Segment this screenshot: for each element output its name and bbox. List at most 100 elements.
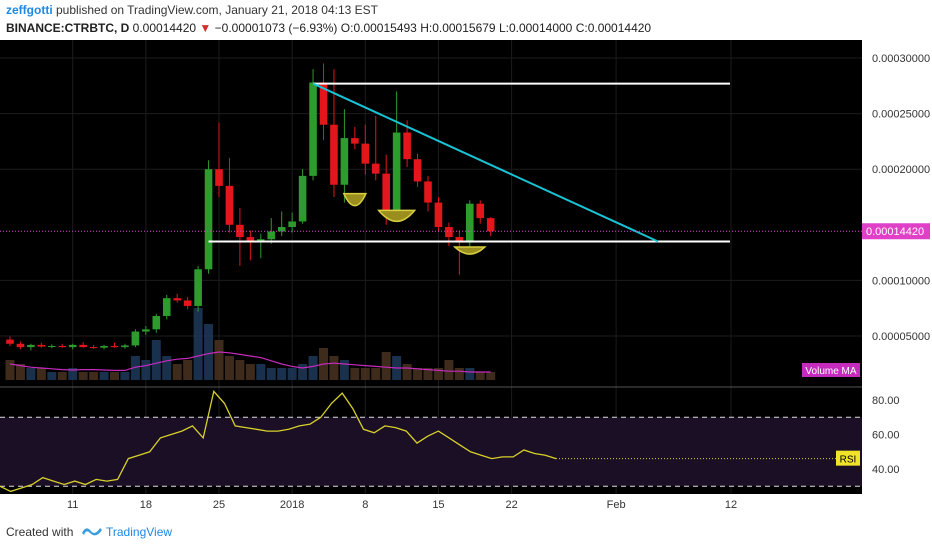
price-tick-label: 0.00025000 — [872, 109, 930, 121]
candle-body — [110, 346, 119, 348]
candle-body — [131, 331, 140, 346]
volume-bar — [26, 368, 36, 380]
candle-body — [455, 237, 464, 243]
tradingview-brand-link[interactable]: TradingView — [106, 525, 173, 539]
tradingview-logo-icon[interactable] — [80, 523, 104, 539]
volume-bar — [214, 340, 224, 380]
candle-body — [277, 227, 286, 232]
candle-body — [236, 224, 244, 238]
candle-body — [89, 347, 98, 349]
chart-header: zeffgotti published on TradingView.com, … — [0, 0, 932, 40]
price-axis: 0.00030000 0.00025000 0.00020000 0.00010000… — [862, 53, 930, 343]
volume-bar — [444, 360, 454, 380]
volume-bar — [402, 364, 412, 380]
volume-bar — [89, 372, 99, 380]
published-text: published on TradingView.com, January 21… — [56, 3, 378, 17]
volume-bar — [15, 364, 25, 380]
footer: Created with TradingView — [0, 514, 932, 550]
candle-body — [351, 138, 359, 144]
drawing-layer[interactable] — [0, 82, 862, 255]
candle-body — [68, 344, 77, 348]
candle-body — [37, 344, 46, 347]
time-tick-label: 2018 — [280, 499, 304, 511]
close-label: C: — [575, 21, 588, 35]
time-axis: 11 18 25 2018 8 15 22 Feb 12 — [0, 494, 862, 514]
volume-bar — [172, 364, 182, 380]
candle-body — [100, 346, 108, 348]
volume-bar — [256, 364, 266, 380]
close-value: 0.00014420 — [587, 21, 652, 35]
volume-bar — [475, 372, 485, 380]
volume-bar — [130, 356, 140, 380]
last-price: 0.00014420 — [132, 21, 197, 35]
volume-bar — [486, 372, 496, 380]
time-tick-label: 11 — [67, 499, 78, 511]
volume-bar — [235, 360, 245, 380]
cup-shape-1 — [342, 192, 368, 207]
rsi-tick-label: 40.00 — [872, 464, 900, 476]
cup-shape-3 — [452, 246, 487, 255]
candle-body — [257, 239, 265, 242]
volume-bar — [433, 368, 443, 380]
last-price-tag — [862, 223, 930, 240]
time-tick-label: 8 — [362, 499, 368, 511]
candle-body — [371, 163, 380, 174]
volume-bar — [413, 368, 423, 380]
volume-bar — [224, 356, 234, 380]
candle-body — [403, 132, 411, 160]
open-value: 0.00015493 — [353, 21, 417, 35]
candle-body — [246, 237, 255, 242]
volume-bar — [68, 368, 78, 380]
volume-bar — [287, 368, 297, 380]
candles-layer[interactable] — [6, 63, 495, 351]
volume-bar — [381, 352, 391, 380]
volume-bar — [423, 368, 433, 380]
candle-body — [424, 181, 432, 203]
price-tick-label: 0.00010000 — [872, 275, 930, 287]
rsi-band — [0, 417, 862, 487]
volume-ma-line — [9, 351, 491, 373]
volume-bar — [329, 356, 339, 380]
high-value: 0.00015679 — [432, 21, 496, 35]
time-tick-label: 18 — [140, 499, 152, 511]
volume-bar — [78, 372, 88, 380]
rsi-pane[interactable]: 80.00 60.00 40.00 RSI — [0, 390, 900, 493]
volume-bar — [454, 368, 464, 380]
author-link[interactable]: zeffgotti — [6, 3, 53, 17]
rsi-label-box — [836, 450, 860, 466]
open-label: O: — [340, 21, 354, 35]
candle-body — [361, 143, 370, 164]
chart-canvas[interactable]: Volume MA 0.00030000 0.00025000 0.00020000… — [0, 40, 932, 514]
volume-bar — [162, 356, 172, 380]
candle-body — [215, 169, 223, 186]
candle-body — [194, 269, 202, 306]
volume-bar — [204, 324, 214, 380]
high-label: H: — [420, 21, 433, 35]
price-change: −0.00001073 (−6.93%) — [214, 21, 338, 35]
low-label: L: — [498, 21, 509, 35]
rsi-tick-label: 80.00 — [872, 395, 900, 407]
symbol-label[interactable]: BINANCE:CTRBTC, D — [6, 21, 130, 35]
price-tick-label: 0.00005000 — [872, 331, 930, 343]
candle-body — [16, 343, 25, 348]
volume-bar — [245, 364, 255, 380]
volume-bar — [151, 340, 161, 380]
volume-bar — [99, 372, 109, 380]
candle-body — [162, 298, 171, 316]
candle-body — [183, 300, 192, 306]
candle-body — [204, 169, 213, 270]
volume-bar — [57, 372, 67, 380]
volume-bar — [371, 368, 381, 380]
volume-layer: Volume MA — [5, 308, 860, 380]
candle-body — [152, 315, 161, 330]
volume-bar — [193, 308, 203, 380]
volume-bar — [110, 372, 119, 380]
candle-body — [486, 218, 495, 232]
candle-body — [340, 138, 349, 185]
volume-bar — [183, 360, 193, 380]
candle-body — [225, 185, 234, 225]
candle-body — [319, 82, 328, 125]
candle-body — [298, 175, 307, 222]
price-tick-label: 0.00020000 — [872, 164, 930, 176]
volume-bar — [5, 360, 15, 380]
